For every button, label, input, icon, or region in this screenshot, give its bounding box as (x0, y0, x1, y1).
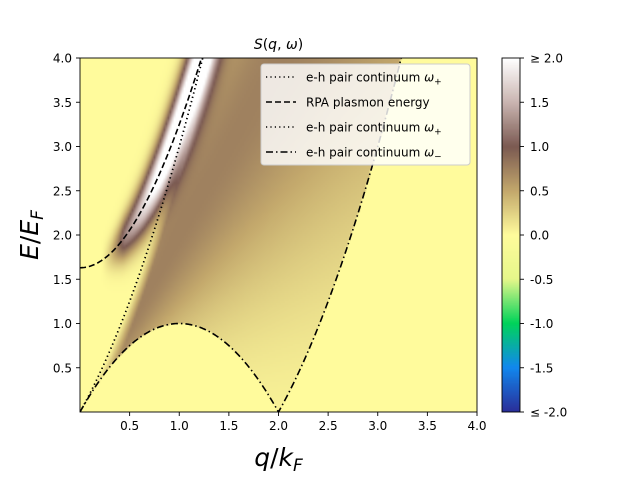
x-ticks: 0.5 1.0 1.5 2.0 2.5 3.0 3.5 4.0 (120, 412, 487, 433)
colorbar-tick-label: -1.5 (530, 361, 553, 375)
colorbar-tick-label: 0.0 (530, 229, 549, 243)
colorbar-tick-label: 1.5 (530, 96, 549, 110)
legend-label: RPA plasmon energy (306, 96, 430, 110)
x-tick-label: 2.0 (269, 419, 288, 433)
y-tick-label: 3.5 (53, 96, 72, 110)
legend-label: e-h pair continuum ω+ (306, 71, 442, 88)
y-ticks: 0.5 1.0 1.5 2.0 2.5 3.0 3.5 4.0 (53, 52, 80, 375)
colorbar-tick-label: -0.5 (530, 273, 553, 287)
colorbar-tick-label: ≤ -2.0 (530, 406, 567, 420)
x-tick-label: 1.0 (170, 419, 189, 433)
y-tick-label: 3.0 (53, 140, 72, 154)
y-tick-label: 2.5 (53, 184, 72, 198)
colorbar-tick-label: 0.5 (530, 184, 549, 198)
x-tick-label: 3.5 (418, 419, 437, 433)
y-axis-label: E/EF (15, 210, 48, 260)
legend-label: e-h pair continuum ω− (306, 146, 442, 163)
x-tick-label: 0.5 (120, 419, 139, 433)
chart-title: S(q, ω) (254, 37, 303, 53)
colorbar-tick-label: 1.0 (530, 140, 549, 154)
y-tick-label: 4.0 (53, 52, 72, 66)
x-tick-label: 1.5 (219, 419, 238, 433)
colorbar: ≥ 2.0 1.5 1.0 0.5 0.0 -0.5 -1.0 -1.5 ≤ -2.0 (501, 52, 567, 420)
legend-box (260, 63, 471, 166)
x-axis-label: q/kF (254, 443, 303, 476)
y-tick-label: 2.0 (53, 229, 72, 243)
y-tick-label: 0.5 (53, 361, 72, 375)
x-tick-label: 3.0 (368, 419, 387, 433)
x-tick-label: 2.5 (319, 419, 338, 433)
colorbar-tick-label: -1.0 (530, 317, 553, 331)
y-tick-label: 1.0 (53, 317, 72, 331)
curve-dashdot-3 (80, 58, 403, 412)
y-tick-label: 1.5 (53, 273, 72, 287)
legend: e-h pair continuum ω+ RPA plasmon energy e… (260, 63, 471, 166)
colorbar-tick-label: ≥ 2.0 (530, 52, 563, 66)
curves (80, 58, 403, 412)
x-tick-label: 4.0 (467, 419, 486, 433)
legend-label: e-h pair continuum ω+ (306, 121, 442, 138)
colorbar-gradient (502, 58, 520, 412)
